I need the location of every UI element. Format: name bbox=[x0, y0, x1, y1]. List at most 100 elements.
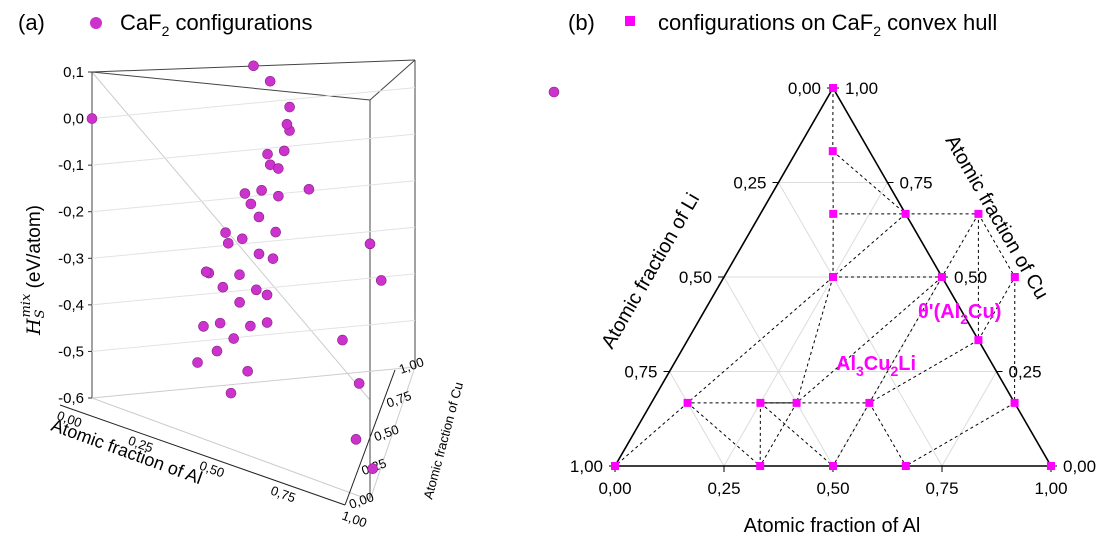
tie-line bbox=[868, 402, 907, 467]
scatter-point bbox=[267, 253, 279, 264]
al-tick-label: 1,00 bbox=[340, 508, 369, 531]
tie-line bbox=[977, 276, 1016, 341]
scatter-point bbox=[278, 145, 290, 157]
z-axis-label: HSmix (eV/atom) bbox=[19, 205, 48, 336]
right-tick-label: 1,00 bbox=[845, 79, 878, 98]
hull-point bbox=[828, 147, 837, 156]
hull-points bbox=[611, 84, 1055, 470]
hull-tie-lines bbox=[614, 87, 1052, 467]
tie-line bbox=[869, 339, 979, 404]
hull-point bbox=[938, 273, 946, 281]
tie-line bbox=[796, 276, 834, 404]
tie-line bbox=[905, 402, 1015, 467]
hull-point bbox=[756, 398, 765, 407]
scatter-point bbox=[214, 317, 226, 329]
scatter-point bbox=[86, 113, 98, 124]
hull-point bbox=[683, 398, 692, 407]
hull-point bbox=[1010, 273, 1019, 281]
bottom-tick-label: 0,25 bbox=[707, 479, 740, 498]
hull-point bbox=[901, 209, 910, 218]
left-tick-label: 0,50 bbox=[679, 268, 712, 287]
z-tick-label: -0,5 bbox=[58, 343, 84, 360]
scatter-point bbox=[281, 119, 293, 130]
al-tick-label: 0,75 bbox=[269, 483, 298, 506]
z-gridline bbox=[91, 133, 416, 166]
left-tick-label: 0,00 bbox=[788, 79, 821, 98]
bottom-axis-label: Atomic fraction of Al bbox=[744, 515, 921, 537]
tie-line bbox=[832, 402, 870, 467]
cu-tick-label: 0,00 bbox=[347, 489, 376, 512]
tie-line bbox=[977, 213, 1016, 278]
z-tick-label: -0,1 bbox=[58, 157, 84, 174]
hull-point bbox=[901, 462, 910, 470]
annotation-theta: θ'(Al2Cu) bbox=[918, 301, 1001, 327]
tie-line bbox=[832, 213, 906, 278]
tie-line bbox=[941, 213, 979, 278]
ternary-ticks: 0,00 0,25 0,50 0,75 1,00 0,00 0,25 0,50 0,75 1,00… bbox=[570, 79, 1096, 498]
scatter-point bbox=[375, 275, 387, 286]
z-tick-label: 0,0 bbox=[63, 111, 84, 128]
scatter-point bbox=[350, 434, 362, 445]
scatter-point bbox=[239, 188, 251, 199]
cu-tick-label: 0,75 bbox=[384, 388, 413, 411]
z-gridline bbox=[91, 319, 416, 352]
scatter-point bbox=[222, 238, 234, 249]
right-tick-label: 0,50 bbox=[954, 268, 987, 287]
scatter-point bbox=[256, 185, 267, 196]
scatter-point bbox=[217, 281, 229, 293]
scatter-point bbox=[220, 227, 231, 238]
scatter-point bbox=[228, 333, 239, 344]
3d-gridlines bbox=[91, 87, 416, 352]
z-tick-label: -0,6 bbox=[58, 390, 84, 407]
scatter-point bbox=[253, 248, 265, 260]
hull-point bbox=[829, 209, 838, 218]
scatter-point bbox=[261, 317, 273, 328]
scatter-point bbox=[242, 365, 253, 377]
z-tick-label: 0,1 bbox=[63, 64, 84, 81]
scatter-point bbox=[261, 289, 273, 301]
cu-axis-label-a: Atomic fraction of Cu bbox=[420, 380, 466, 500]
tie-line bbox=[941, 276, 979, 341]
scatter-point bbox=[337, 334, 348, 346]
scatter-point bbox=[236, 233, 248, 245]
legend-sphere-marker bbox=[90, 17, 102, 29]
z-gridline bbox=[91, 226, 416, 259]
z-tick-label: -0,3 bbox=[58, 250, 84, 267]
scatter-point bbox=[234, 269, 245, 281]
hull-point bbox=[829, 84, 837, 92]
hull-point bbox=[974, 336, 983, 345]
al-axis-label-a: Atomic fraction of Al bbox=[49, 415, 205, 488]
panel-b-label: (b) bbox=[568, 10, 595, 35]
scatter-point bbox=[225, 387, 237, 399]
scatter-point bbox=[303, 184, 315, 195]
hull-point bbox=[829, 462, 837, 470]
z-axis-ticks: 0,1 0,0 -0,1 -0,2 -0,3 -0,4 -0,5 -0,6 bbox=[58, 64, 92, 407]
hull-point bbox=[792, 398, 801, 407]
hull-point bbox=[611, 462, 619, 470]
tie-line bbox=[687, 276, 834, 404]
left-tick-label: 1,00 bbox=[570, 457, 603, 476]
hull-point bbox=[1010, 398, 1019, 407]
ternary-gridline bbox=[723, 182, 888, 467]
z-tick-label: -0,4 bbox=[58, 297, 84, 314]
scatter-point bbox=[251, 284, 262, 296]
tie-line bbox=[832, 150, 906, 215]
scatter-point bbox=[270, 226, 281, 238]
bottom-tick-label: 1,00 bbox=[1034, 479, 1067, 498]
tie-line bbox=[759, 402, 798, 467]
hull-point bbox=[756, 462, 765, 470]
ternary-gridline bbox=[669, 371, 725, 467]
scatter-point bbox=[253, 211, 265, 223]
hull-point bbox=[829, 273, 837, 281]
3d-box-frame bbox=[59, 59, 416, 506]
scatter-point bbox=[273, 163, 284, 174]
scatter-point bbox=[548, 86, 560, 98]
tie-line bbox=[687, 402, 761, 467]
panel-b-ternary: (b) configurations on CaF2 convex hull 0… bbox=[568, 10, 1096, 537]
bottom-tick-label: 0,75 bbox=[925, 479, 958, 498]
legend-b-text: configurations on CaF2 convex hull bbox=[658, 10, 997, 39]
scatter-point bbox=[367, 463, 379, 475]
annotation-al3cu2li: Al3Cu2Li bbox=[836, 353, 916, 379]
cu-axis-ticks: 0,000,250,500,751,00 bbox=[347, 354, 426, 512]
